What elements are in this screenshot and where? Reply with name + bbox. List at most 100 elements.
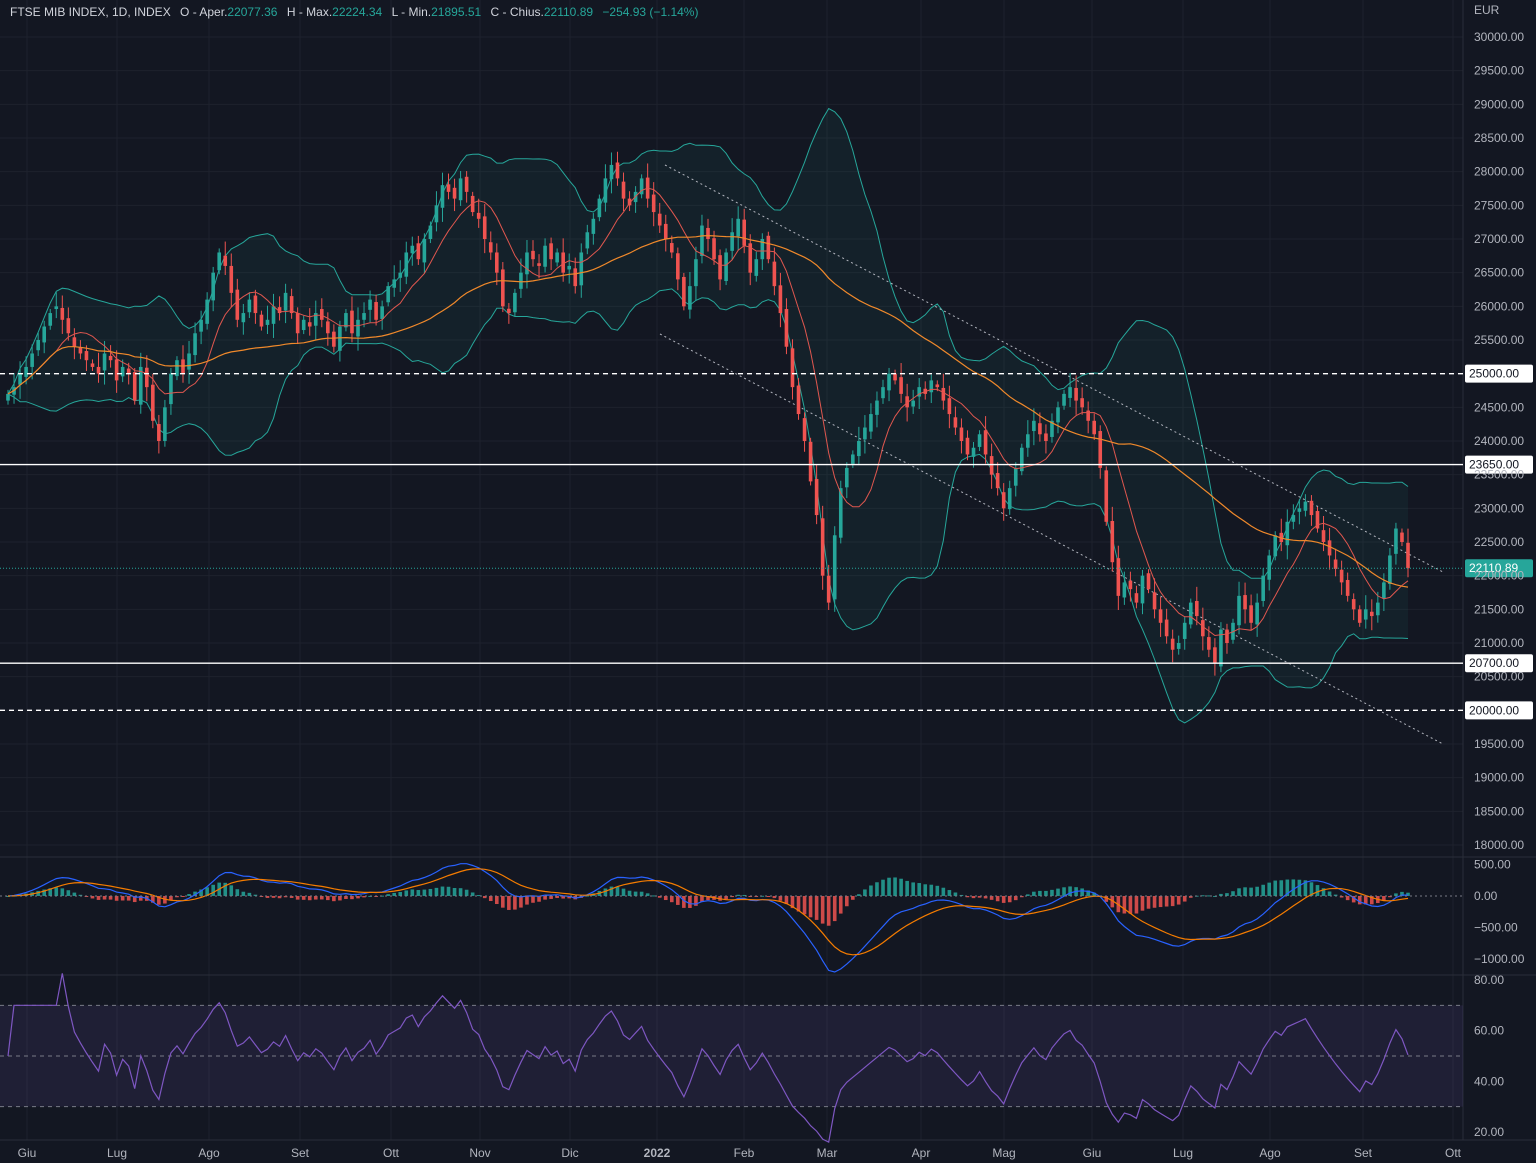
- macd-bar: [277, 896, 282, 899]
- macd-bar: [651, 895, 656, 897]
- macd-bar: [1357, 896, 1362, 905]
- candle-body: [567, 265, 572, 270]
- candle-body: [1388, 555, 1392, 585]
- macd-bar: [778, 896, 783, 901]
- macd-bar: [893, 877, 897, 896]
- candle-body: [1327, 540, 1332, 556]
- macd-bar: [1345, 896, 1350, 901]
- macd-bar: [114, 896, 119, 901]
- candle-body: [1237, 595, 1241, 626]
- candle-body: [1032, 420, 1036, 432]
- macd-bar: [1062, 887, 1066, 896]
- macd-bar: [1363, 896, 1368, 905]
- macd-bar: [1333, 894, 1338, 896]
- macd-bar: [911, 882, 915, 896]
- time-tick: Lug: [1173, 1146, 1193, 1160]
- candle-body: [169, 373, 173, 405]
- low-value: 21895.51: [431, 5, 482, 19]
- candle-body: [814, 478, 819, 516]
- candle-body: [313, 313, 318, 326]
- macd-bar: [965, 896, 970, 898]
- macd-bar: [1007, 896, 1012, 903]
- candle-body: [941, 387, 946, 401]
- candle-body: [464, 176, 469, 192]
- candle-body: [875, 400, 879, 415]
- macd-bar: [1279, 880, 1284, 896]
- candle-body: [422, 239, 427, 263]
- candle-body: [959, 427, 964, 441]
- candle-body: [319, 309, 324, 320]
- candle-body: [929, 380, 934, 393]
- macd-bar: [1261, 884, 1265, 896]
- open-label: O - Aper.: [180, 5, 228, 19]
- macd-bar: [1146, 896, 1151, 909]
- macd-bar: [54, 887, 59, 896]
- price-tick: 22000.00: [1474, 569, 1524, 583]
- macd-bar: [977, 896, 982, 898]
- price-tick: 28500.00: [1474, 131, 1524, 145]
- candle-body: [446, 184, 451, 192]
- candle-body: [790, 348, 795, 388]
- candle-body: [669, 243, 674, 253]
- macd-bar: [857, 894, 861, 896]
- candle-body: [386, 286, 390, 303]
- candle-body: [1333, 559, 1338, 569]
- candle-body: [108, 355, 113, 361]
- channel-upper: [664, 164, 1444, 573]
- candle-body: [72, 337, 77, 347]
- candle-body: [893, 373, 897, 381]
- candle-body: [307, 322, 312, 327]
- candle-body: [1176, 643, 1181, 649]
- level-tag: [1465, 455, 1533, 474]
- ma-fast-line: [7, 187, 1409, 637]
- candle-body: [253, 295, 258, 314]
- candle-body: [1400, 532, 1404, 542]
- macd-bar: [1351, 896, 1356, 903]
- candle-body: [1013, 467, 1018, 486]
- candle-body: [573, 268, 578, 287]
- macd-bar: [971, 896, 976, 899]
- candle-body: [712, 238, 716, 260]
- candle-body: [344, 313, 348, 328]
- macd-bar: [887, 877, 891, 896]
- price-tick: 21500.00: [1474, 602, 1524, 616]
- macd-bar: [627, 890, 632, 896]
- candle-body: [132, 372, 137, 401]
- macd-bar: [96, 896, 101, 900]
- macd-bar: [657, 896, 662, 898]
- macd-bar: [1388, 896, 1392, 898]
- candle-body: [1406, 542, 1410, 569]
- macd-bar: [663, 896, 668, 901]
- candle-body: [549, 243, 553, 260]
- macd-bar: [1164, 896, 1169, 907]
- macd-bar: [458, 888, 463, 896]
- candle-body: [494, 252, 499, 273]
- candle-body: [1038, 423, 1042, 435]
- macd-bar: [169, 896, 173, 901]
- candle-body: [1291, 515, 1296, 522]
- macd-bar: [1152, 896, 1157, 908]
- candle-body: [30, 353, 34, 367]
- macd-bar: [983, 896, 988, 899]
- candle-body: [844, 467, 849, 488]
- macd-bar: [1110, 896, 1115, 908]
- candle-body: [289, 296, 294, 314]
- candle-body: [410, 245, 415, 254]
- candle-body: [163, 407, 167, 441]
- candle-body: [1207, 637, 1211, 650]
- price-tick: 18000.00: [1474, 838, 1524, 852]
- candle-body: [338, 326, 342, 351]
- macd-bar: [1285, 879, 1290, 896]
- candle-body: [1134, 593, 1139, 603]
- symbol-name: FTSE MIB INDEX, 1D, INDEX: [10, 5, 171, 19]
- macd-bar: [482, 896, 487, 899]
- macd-bar: [1134, 896, 1139, 914]
- candle-body: [271, 306, 276, 324]
- price-tick: 29500.00: [1474, 64, 1524, 78]
- macd-bar: [700, 896, 704, 902]
- candle-body: [476, 212, 481, 219]
- macd-line: [7, 863, 1408, 973]
- candle-body: [283, 292, 288, 311]
- macd-bar: [905, 880, 909, 896]
